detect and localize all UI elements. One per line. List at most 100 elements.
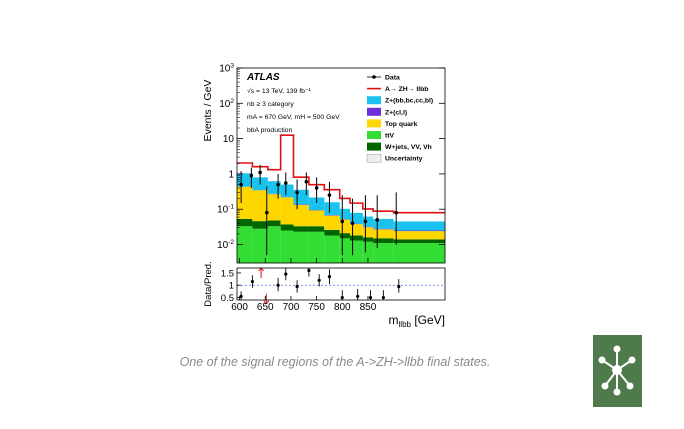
bar-1-0: [237, 218, 253, 227]
bar-0-0: [237, 226, 253, 263]
bar-0-5: [308, 231, 325, 263]
ratio-point-7: [307, 268, 311, 273]
bar-2-0: [237, 186, 253, 219]
legend-swatch-6: [367, 142, 381, 151]
ratio-frame: [236, 267, 446, 301]
rtick-label-2: 1.5: [221, 268, 234, 279]
bar-0-2: [267, 226, 281, 263]
data-point-5: [283, 181, 288, 185]
ytick-label-1: 102: [219, 98, 234, 110]
bar-4-9: [362, 216, 374, 227]
ytick-label-5: 10-2: [217, 239, 234, 251]
data-point-6: [295, 190, 299, 195]
data-point-11: [350, 221, 355, 226]
ratio-point-0: [239, 294, 243, 298]
ratio-arrowhead-3: [263, 300, 270, 305]
xtick-label-4: 800: [334, 302, 351, 313]
legend-label-6: W+jets, VV, Vh: [385, 144, 432, 151]
bar-4-11: [393, 221, 445, 231]
bar-1-5: [308, 226, 325, 232]
legend-label-4: Top quark: [385, 121, 418, 128]
ratio-point-11: [356, 294, 360, 298]
xtick-label-3: 750: [308, 302, 325, 313]
bar-2-4: [293, 204, 309, 227]
bar-1-7: [339, 233, 350, 239]
rtick-label-0: 0.5: [221, 293, 234, 304]
node-network-icon: [598, 345, 636, 396]
ytick-label-4: 10-1: [217, 204, 234, 216]
ratio-point-14: [397, 284, 401, 289]
bar-2-10: [373, 229, 394, 239]
legend-label-3: Z+(cl,l): [385, 109, 407, 116]
legend-label-2: Z+(bb,bc,cc,bl): [385, 98, 433, 105]
legend-label-7: Uncertainty: [385, 156, 423, 163]
data-point-0: [239, 182, 243, 187]
data-point-12: [363, 219, 368, 224]
bar-2-11: [393, 231, 445, 240]
bar-0-8: [349, 240, 363, 263]
data-point-7: [304, 179, 309, 184]
signal-step-line: [237, 134, 445, 214]
ratio-point-5: [284, 272, 288, 276]
bar-1-1: [252, 221, 268, 229]
bar-1-11: [393, 239, 445, 244]
xtick-label-0: 600: [231, 302, 248, 313]
info-line-3: bbA production: [247, 127, 293, 134]
ratio-point-9: [327, 275, 332, 279]
info-line-0: √s = 13 TeV, 139 fb⁻¹: [247, 87, 312, 95]
legend-swatch-5: [367, 131, 381, 139]
bar-0-7: [339, 238, 350, 263]
bar-2-7: [339, 219, 350, 234]
data-point-8: [314, 186, 319, 190]
bar-4-6: [324, 202, 340, 216]
bar-4-5: [308, 197, 325, 211]
ratio-point-6: [295, 284, 299, 289]
bar-1-6: [324, 229, 340, 236]
bar-1-3: [280, 224, 294, 231]
figure-caption: One of the signal regions of the A->ZH->…: [179, 355, 491, 369]
data-point-4: [276, 182, 280, 187]
legend-label-0: Data: [385, 75, 400, 82]
legend-label-5: ttV: [385, 133, 395, 140]
ratio-point-4: [276, 283, 280, 287]
info-line-1: nb ≥ 3 category: [247, 101, 294, 108]
data-point-2: [258, 170, 262, 175]
data-point-1: [249, 173, 254, 178]
bar-0-1: [252, 228, 268, 263]
bar-1-8: [349, 235, 363, 241]
bar-2-8: [349, 224, 363, 236]
bar-3-10: [373, 228, 394, 230]
info-line-2: mA = 670 GeV, mH = 500 GeV: [247, 114, 340, 121]
ytick-label-0: 103: [219, 63, 234, 75]
legend-swatch-7: [366, 153, 382, 163]
data-point-9: [327, 193, 332, 197]
bar-2-3: [280, 197, 294, 225]
ratio-point-8: [317, 278, 321, 282]
bar-0-6: [324, 235, 340, 263]
atlas-histogram-figure: 103 102 10 1 10-1 10-2 600 650 700 750 800 850 0.5 1 1…: [195, 58, 465, 338]
legend-swatch-3: [367, 107, 381, 116]
bar-0-4: [293, 231, 309, 263]
logo[interactable]: [593, 335, 642, 407]
bar-2-9: [362, 227, 374, 238]
bar-4-7: [339, 208, 350, 220]
ratio-point-12: [368, 295, 373, 300]
bar-2-2: [267, 194, 281, 221]
experiment-label: ATLAS: [246, 72, 280, 83]
data-point-10: [340, 219, 345, 224]
bar-0-11: [393, 243, 445, 263]
ratio-point-1: [250, 279, 255, 284]
data-point-3: [264, 210, 269, 215]
ytick-label-3: 1: [228, 169, 234, 180]
ratio-axis-title: Data/Pred.: [203, 261, 214, 306]
bar-0-3: [280, 230, 294, 263]
bar-1-9: [362, 237, 374, 242]
ytick-label-2: 10: [223, 134, 235, 145]
legend-swatch-4: [367, 119, 381, 128]
rtick-label-1: 1: [229, 281, 234, 292]
data-point-13: [375, 218, 380, 222]
xtick-label-5: 850: [360, 302, 377, 313]
legend-data-marker: [372, 75, 376, 79]
xtick-label-2: 700: [283, 302, 300, 313]
